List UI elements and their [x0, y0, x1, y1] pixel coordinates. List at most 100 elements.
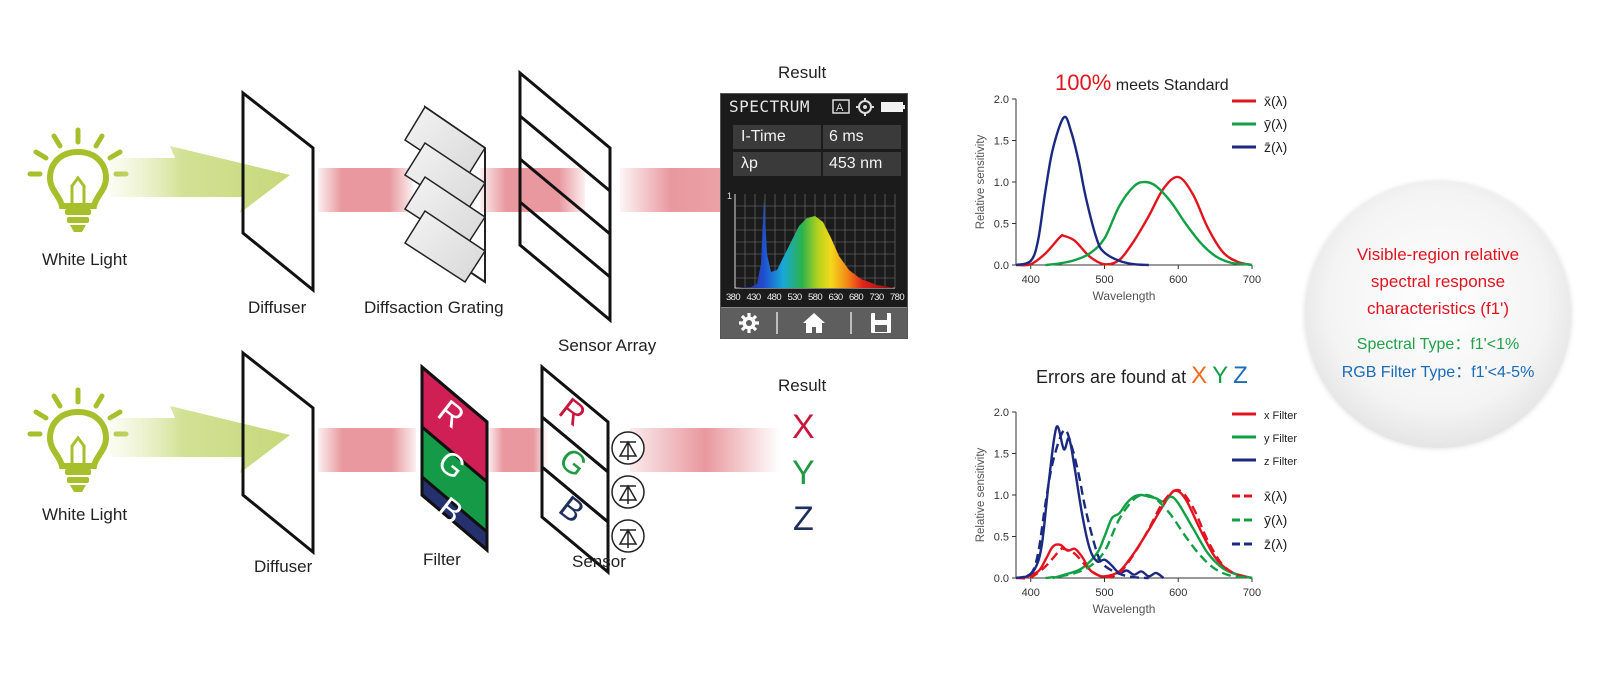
device-spectrum-tick: 780 [890, 292, 904, 302]
bottom-chart-series-2 [1022, 425, 1165, 580]
callout-line1: Visible-region relative [1356, 245, 1520, 264]
gear-icon[interactable] [739, 313, 759, 333]
top-chart-y-tick-label: 1.5 [994, 136, 1009, 148]
bottom-chart-legend-label-3: x̄(λ) [1264, 488, 1287, 504]
lp-value: 453 nm [829, 155, 883, 172]
top-chart-title-rest: meets Standard [1115, 77, 1229, 94]
bottom-chart-series-3 [1015, 488, 1253, 580]
svg-text:A: A [836, 102, 844, 114]
bottom-chart-title-y: Y [1212, 362, 1229, 389]
bottom-chart-title-x: X [1191, 362, 1208, 389]
beam-top-3 [620, 168, 722, 212]
bottom-chart-y-tick-label: 0.0 [994, 573, 1009, 585]
itime-row: I-Time 6 ms [733, 125, 901, 149]
bottom-chart-legend-label-5: z̄(λ) [1264, 536, 1287, 552]
settings-small-icon [856, 98, 874, 116]
bottom-chart-y-label: Relative sensitivity [975, 447, 987, 542]
bottom-chart-legend-label-4: ȳ(λ) [1264, 512, 1287, 528]
bottom-chart-series-0 [1022, 489, 1253, 580]
bottom-chart-legend-label-1: y Filter [1264, 433, 1297, 445]
bottom-chart-x-tick-label: 600 [1169, 587, 1187, 599]
diffuser-bottom-panel [241, 349, 315, 556]
top-chart-x-tick-label: 600 [1169, 274, 1187, 286]
diffraction-grating [403, 105, 487, 284]
callout-spectral-type: Spectral Type：f1'<1% [1356, 336, 1520, 353]
result-label-top: Result [778, 63, 827, 82]
itime-value: 6 ms [829, 128, 864, 145]
top-chart-series-2 [1015, 115, 1149, 267]
bottom-chart-y-tick-label: 1.5 [994, 449, 1009, 461]
top-chart-legend-label-0: x̄(λ) [1264, 93, 1287, 109]
device-spectrum-tick: 380 [726, 292, 740, 302]
top-chart-series-1 [1045, 180, 1253, 267]
home-icon[interactable] [803, 313, 825, 333]
device-spectrum-tick: 630 [828, 292, 842, 302]
auto-icon: A [832, 99, 850, 114]
result-y: Y [792, 454, 815, 492]
filter-label: Filter [423, 550, 461, 569]
bottom-chart-series-4 [1045, 493, 1253, 580]
bottom-chart-y-tick-label: 0.5 [994, 532, 1009, 544]
beam-bottom-3 [630, 428, 780, 472]
top-chart-y-label: Relative sensitivity [975, 134, 987, 229]
top-chart-x-tick-label: 700 [1243, 274, 1261, 286]
bottom-chart-y-tick-label: 2.0 [994, 407, 1009, 419]
diffraction-grating-label: Diffsaction Grating [364, 298, 504, 317]
result-label-bottom: Result [778, 376, 827, 395]
top-chart-x-tick-label: 500 [1095, 274, 1113, 286]
result-x: X [792, 408, 815, 446]
beam-bottom-2 [488, 428, 548, 472]
bottom-chart-x-tick-label: 500 [1095, 587, 1113, 599]
top-chart-x-tick-label: 400 [1022, 274, 1040, 286]
device-status-icons: A [832, 98, 905, 116]
result-z: Z [793, 500, 814, 538]
device-spectrum-curve [735, 198, 895, 288]
top-chart-y-tick-label: 0.5 [994, 219, 1009, 231]
sensor-array [518, 69, 612, 324]
sensor-label: Sensor [572, 552, 626, 571]
top-chart-legend-label-2: z̄(λ) [1264, 139, 1287, 155]
light-arrow-bottom [110, 406, 290, 473]
diffuser-label-top: Diffuser [248, 298, 307, 317]
rgb-filter [420, 363, 489, 554]
save-icon[interactable] [871, 313, 891, 333]
device-spectrum-tick: 530 [787, 292, 801, 302]
top-chart-title-pct: 100% [1055, 70, 1112, 95]
bottom-chart-x-tick-label: 700 [1243, 587, 1261, 599]
device-spectrum-tick: 730 [869, 292, 883, 302]
sensor-array-label: Sensor Array [558, 336, 657, 355]
bottom-chart-x-label: Wavelength [1093, 602, 1156, 616]
device-spectrum-tick: 580 [808, 292, 822, 302]
beam-top-2 [480, 168, 585, 212]
battery-icon [881, 102, 905, 112]
bottom-chart-series-1 [1052, 493, 1253, 580]
top-chart-title: 100% meets Standard [1055, 70, 1229, 96]
bottom-chart-x-tick-label: 400 [1022, 587, 1040, 599]
top-chart-y-tick-label: 2.0 [994, 94, 1009, 106]
top-chart-y-tick-label: 0.0 [994, 260, 1009, 272]
bottom-chart-series-5 [1015, 428, 1149, 580]
device-spectrum-plot: 1 380 430 480 530 580 630 680 730 780 [726, 191, 905, 302]
white-light-label-top: White Light [42, 250, 128, 269]
white-light-label-bottom: White Light [42, 505, 128, 524]
bottom-sensitivity-chart: 0.0 0.5 1.0 1.5 2.0 400 500 600 700 Wavelength Rel… [975, 407, 1297, 616]
bottom-chart-title: Errors are found at X Y Z [1036, 362, 1248, 390]
sensor-panels [540, 363, 610, 576]
callout-rgb-filter-type: RGB Filter Type：f1'<4-5% [1341, 364, 1535, 381]
itime-label: I-Time [741, 128, 786, 145]
top-chart-y-tick-label: 1.0 [994, 177, 1009, 189]
callout-line3: characteristics (f1') [1366, 299, 1510, 318]
bottom-chart-legend-label-0: x Filter [1264, 410, 1297, 422]
bottom-chart-y-tick-label: 1.0 [994, 490, 1009, 502]
diffuser-top-panel [241, 89, 315, 294]
device-toolbar [721, 307, 907, 338]
bottom-chart-title-prefix: Errors are found at [1036, 367, 1187, 387]
bottom-chart-legend-label-2: z Filter [1264, 456, 1297, 468]
device-spectrum-axis-top: 1 [727, 191, 732, 201]
top-chart-x-label: Wavelength [1093, 289, 1156, 303]
diffuser-label-bottom: Diffuser [254, 557, 313, 576]
top-chart-series-0 [1015, 175, 1253, 267]
callout-line2: spectral response [1370, 272, 1506, 291]
device-title: SPECTRUM [729, 97, 811, 116]
